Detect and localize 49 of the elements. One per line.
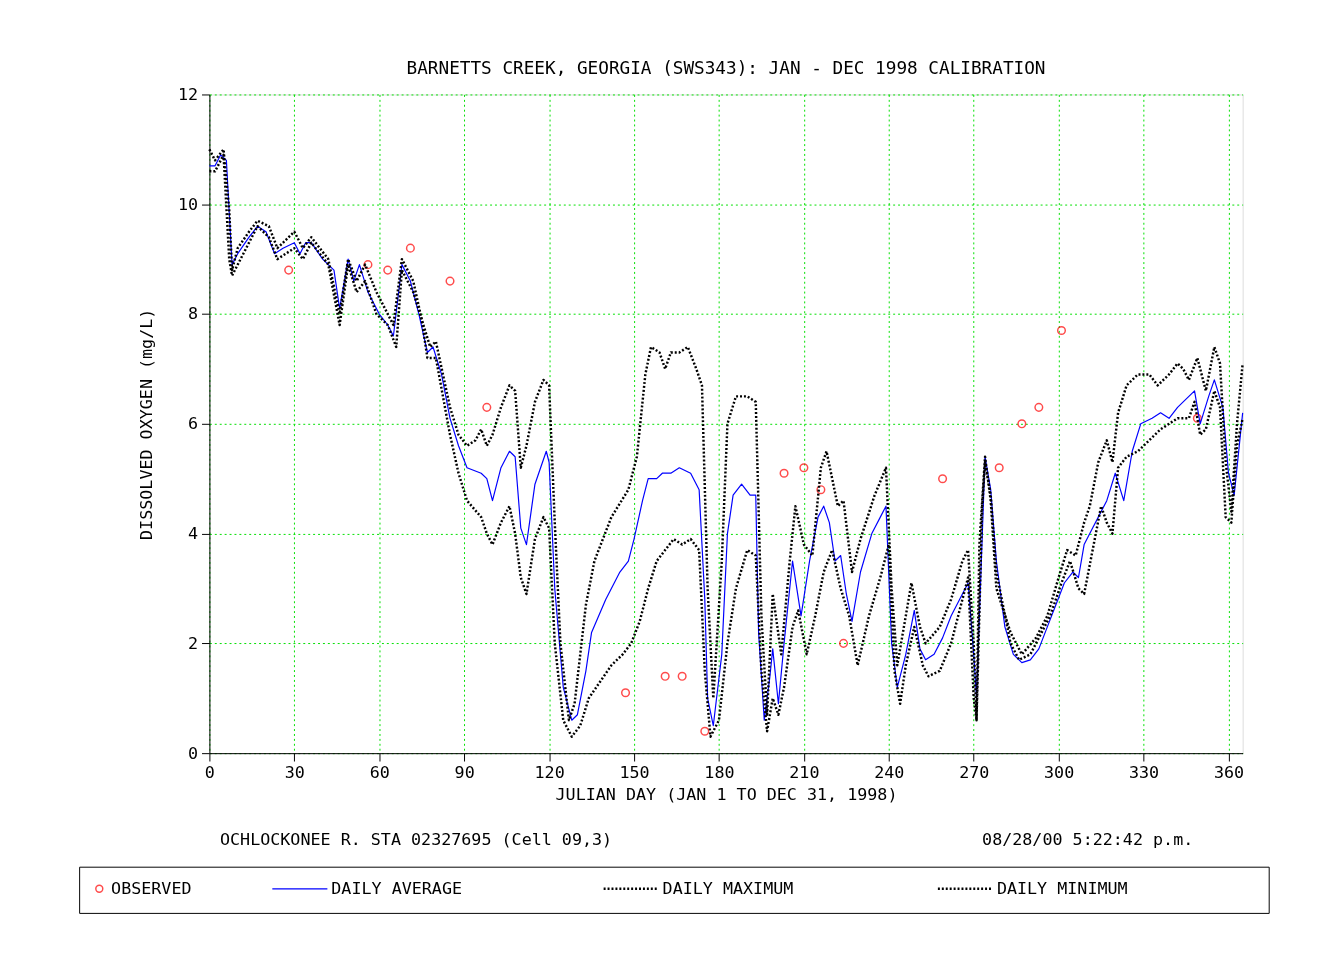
y-tick-label: 2	[188, 632, 199, 653]
x-tick-label: 180	[704, 762, 735, 783]
point	[1056, 325, 1067, 336]
legend-label: DAILY MINIMUM	[996, 877, 1128, 898]
x-tick-label: 360	[1213, 762, 1245, 783]
chart-title: BARNETTS CREEK, GEORGIA (SWS343): JAN - DEC 1998 CALIBRATION	[406, 57, 1046, 78]
x-tick-label: 120	[534, 762, 565, 783]
text: 08/28/00 5:22:42 p.m.	[982, 828, 1194, 849]
y-axis-title: DISSOLVED OXYGEN (mg/L)	[136, 308, 157, 540]
y-tick-label: 6	[188, 413, 199, 434]
y-tick-label: 12	[177, 83, 199, 104]
y-tick-label: 10	[177, 193, 199, 214]
point	[383, 265, 393, 275]
x-tick-label: 90	[454, 762, 475, 783]
legend-label: DAILY AVERAGE	[331, 877, 463, 898]
point	[482, 402, 492, 412]
y-tick-label: 4	[188, 523, 199, 543]
x-tick-label: 210	[789, 762, 820, 783]
point	[816, 485, 826, 495]
point	[799, 463, 809, 473]
x-tick-label: 60	[369, 762, 390, 783]
point	[1034, 402, 1044, 412]
x-tick-label: 270	[959, 762, 990, 783]
point	[700, 726, 710, 736]
x-tick-label: 30	[284, 762, 305, 783]
point	[1192, 413, 1202, 423]
point	[994, 463, 1004, 473]
x-tick-label: 0	[204, 762, 215, 783]
x-axis-title: JULIAN DAY (JAN 1 TO DEC 31, 1998)	[555, 783, 898, 804]
y-tick-label: 0	[188, 742, 199, 763]
point	[660, 671, 670, 681]
x-tick-label: 300	[1044, 762, 1075, 783]
point	[445, 276, 455, 286]
x-tick-label: 330	[1128, 762, 1160, 783]
point	[938, 474, 948, 484]
point	[1017, 419, 1027, 429]
text: OCHLOCKONEE R. STA 02327695 (Cell 09,3)	[219, 828, 613, 849]
x-tick-label: 240	[874, 762, 905, 783]
point	[405, 243, 415, 253]
point	[779, 468, 789, 478]
y-tick-label: 8	[188, 303, 199, 324]
point	[677, 671, 687, 681]
point	[284, 265, 294, 275]
point	[620, 688, 631, 698]
point	[838, 638, 849, 648]
x-tick-label: 150	[619, 762, 650, 783]
legend-label: DAILY MAXIMUM	[662, 877, 794, 898]
legend-label: OBSERVED	[111, 877, 192, 898]
point	[363, 260, 373, 270]
